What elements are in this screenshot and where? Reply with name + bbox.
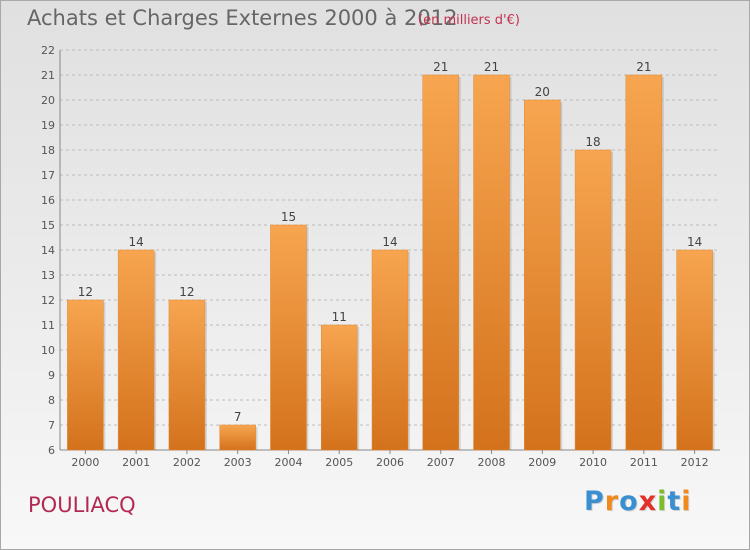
bars (67, 74, 715, 451)
y-tick-label: 22 (41, 44, 55, 57)
value-label: 21 (636, 60, 651, 74)
x-tick-label: 2005 (325, 456, 353, 469)
x-tick-label: 2012 (681, 456, 709, 469)
x-tick-label: 2003 (224, 456, 252, 469)
x-tick-label: 2009 (528, 456, 556, 469)
y-tick-label: 15 (41, 219, 55, 232)
value-label: 7 (234, 410, 242, 424)
x-tick-label: 2004 (274, 456, 302, 469)
logo-letter: o (619, 486, 639, 517)
y-tick-label: 19 (41, 119, 55, 132)
bar (473, 74, 510, 451)
y-tick-label: 12 (41, 294, 55, 307)
y-tick-label: 10 (41, 344, 55, 357)
x-tick-label: 2002 (173, 456, 201, 469)
value-label: 15 (281, 210, 296, 224)
y-tick-label: 11 (41, 319, 55, 332)
commune-name: POULIACQ (28, 493, 136, 517)
x-tick-label: 2000 (71, 456, 99, 469)
bar (270, 224, 307, 451)
bar (574, 149, 612, 451)
bar (524, 99, 561, 451)
bar (625, 74, 663, 451)
chart-title: Achats et Charges Externes 2000 à 2012 (27, 6, 458, 30)
x-tick-label: 2001 (122, 456, 150, 469)
y-tick-label: 17 (41, 169, 55, 182)
y-tick-label: 14 (41, 244, 55, 257)
bar (67, 299, 104, 451)
x-tick-label: 2007 (427, 456, 455, 469)
bar (320, 324, 358, 451)
value-label: 21 (484, 60, 499, 74)
value-label: 21 (433, 60, 448, 74)
x-tick-label: 2011 (630, 456, 658, 469)
logo-letter: P (584, 486, 605, 517)
logo-letter: i (657, 486, 668, 517)
value-labels: 12 14 12 7 15 11 14 21 21 20 18 21 14 (78, 60, 703, 424)
y-tick-label: 9 (48, 369, 55, 382)
value-label: 11 (332, 310, 347, 324)
bar (219, 424, 256, 451)
logo-letter: x (638, 486, 658, 517)
value-label: 20 (535, 85, 550, 99)
x-tick-label: 2008 (478, 456, 506, 469)
x-tick-label: 2006 (376, 456, 404, 469)
bar (168, 299, 206, 451)
logo-letter: t (667, 486, 682, 517)
bar (117, 249, 155, 451)
value-label: 14 (687, 235, 702, 249)
value-label: 12 (179, 285, 194, 299)
logo-letter: r (604, 486, 620, 517)
value-label: 14 (129, 235, 144, 249)
logo-letter: i (681, 486, 692, 517)
y-tick-label: 8 (48, 394, 55, 407)
y-tick-label: 20 (41, 94, 55, 107)
y-tick-label: 6 (48, 444, 55, 457)
value-label: 14 (382, 235, 397, 249)
y-tick-labels: 6 7 8 9 10 11 12 13 14 15 16 17 18 19 20 21 22 (41, 44, 55, 457)
y-tick-label: 13 (41, 269, 55, 282)
unit-note: (en milliers d'€) (418, 13, 520, 28)
x-tick-label: 2010 (579, 456, 607, 469)
y-tick-label: 7 (48, 419, 55, 432)
y-tick-label: 21 (41, 69, 55, 82)
bar (371, 249, 409, 451)
x-tick-labels: 2000 2001 2002 2003 2004 2005 2006 2007 2008 2009… (71, 450, 709, 469)
y-tick-label: 18 (41, 144, 55, 157)
value-label: 12 (78, 285, 93, 299)
value-label: 18 (585, 135, 600, 149)
bar (422, 74, 460, 451)
proxiti-logo: Proxiti (584, 486, 692, 517)
y-tick-label: 16 (41, 194, 55, 207)
bar (676, 249, 713, 451)
